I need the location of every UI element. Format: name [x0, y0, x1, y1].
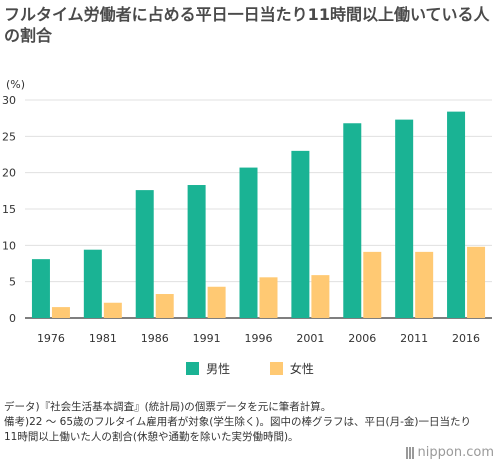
bar-male: [135, 190, 154, 318]
legend-swatch-female: [269, 362, 283, 375]
x-tick-label: 1991: [193, 332, 221, 345]
bar-male: [83, 249, 102, 318]
x-tick-label: 1996: [245, 332, 273, 345]
legend-label-male: 男性: [206, 362, 231, 376]
x-tick-labels: 1976 1981 1986 1991 1996 2001 2006 2011 2016: [37, 332, 480, 345]
x-tick-label: 1981: [89, 332, 117, 345]
bar-chart: (%) 0 5 10 15 20 25 30 1976 1981 1986 1991 1996 200…: [2, 78, 492, 345]
x-tick-label: 1986: [141, 332, 169, 345]
y-tick-label: 5: [9, 276, 16, 289]
bar-male: [239, 167, 258, 318]
y-tick-label: 0: [9, 312, 16, 325]
logo-mark-icon: [405, 446, 414, 459]
bar-female: [415, 251, 434, 318]
legend-item-female: 女性: [269, 360, 314, 377]
y-tick-label: 20: [2, 167, 16, 180]
bar-male: [31, 259, 50, 318]
bars: [31, 111, 486, 319]
bar-female: [467, 246, 486, 318]
x-tick-label: 1976: [37, 332, 65, 345]
y-tick-labels: 0 5 10 15 20 25 30: [2, 94, 16, 325]
bar-male: [291, 150, 310, 318]
bar-male: [447, 111, 466, 318]
bar-female: [51, 307, 70, 318]
nippon-logo: nippon.com: [405, 445, 494, 460]
note-remarks: 備考)22 ～ 65歳のフルタイム雇用者が対象(学生除く)。図中の棒グラフは、平…: [4, 416, 471, 443]
bar-female: [311, 275, 330, 318]
legend-label-female: 女性: [289, 362, 314, 376]
y-tick-label: 30: [2, 94, 16, 107]
source-note: データ)『社会生活基本調査』(統計局)の個票データを元に筆者計算。 備考)22 …: [4, 400, 474, 445]
y-tick-label: 10: [2, 239, 16, 252]
logo-text: nippon.com: [417, 445, 494, 460]
bar-female: [207, 286, 226, 318]
note-data-source: データ)『社会生活基本調査』(統計局)の個票データを元に筆者計算。: [4, 401, 332, 413]
x-tick-label: 2016: [452, 332, 480, 345]
bar-male: [187, 185, 206, 318]
x-tick-label: 2001: [296, 332, 324, 345]
legend-item-male: 男性: [186, 360, 230, 377]
legend: 男性 女性: [0, 360, 500, 378]
y-axis-unit: (%): [6, 78, 25, 91]
bar-female: [155, 294, 174, 318]
gridlines: [25, 99, 492, 319]
bar-male: [343, 123, 362, 319]
x-tick-label: 2006: [348, 332, 376, 345]
bar-female: [103, 302, 122, 318]
y-tick-label: 15: [2, 203, 16, 216]
legend-swatch-male: [186, 362, 200, 375]
chart-title: フルタイム労働者に占める平日一日当たり11時間以上働いている人の割合: [4, 5, 490, 45]
bar-female: [259, 277, 278, 318]
x-tick-label: 2011: [400, 332, 428, 345]
bar-male: [395, 119, 414, 319]
y-tick-label: 25: [2, 130, 16, 143]
bar-female: [363, 251, 382, 318]
